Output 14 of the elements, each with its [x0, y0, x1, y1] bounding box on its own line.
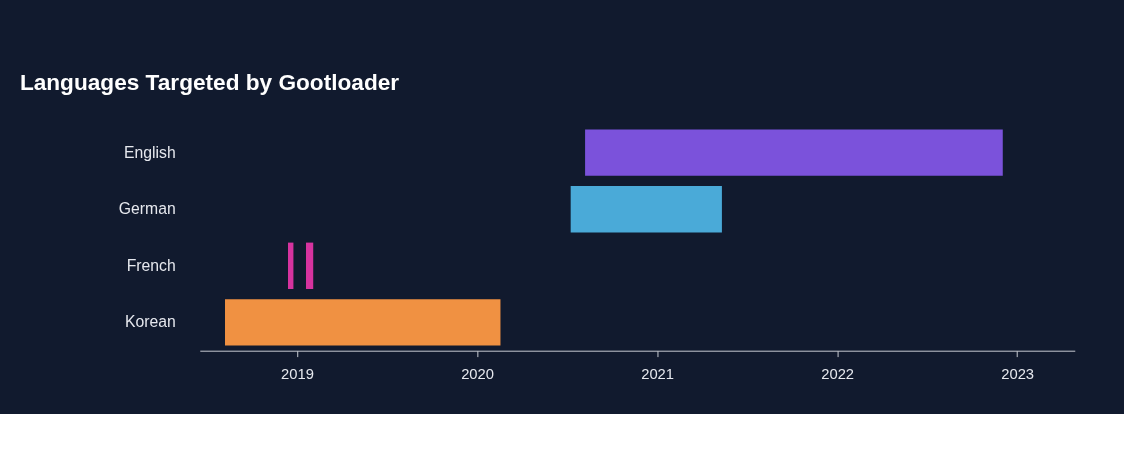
bar [306, 242, 314, 290]
bar [585, 129, 1003, 176]
bar [570, 186, 722, 233]
y-tick-label: English [124, 143, 176, 161]
x-tick-label: 2022 [821, 365, 855, 382]
x-tick-label: 2023 [1001, 365, 1035, 382]
x-tick-label: 2019 [281, 365, 314, 382]
y-tick-label: German [118, 200, 176, 218]
chart-title: Languages Targeted by Gootloader [19, 69, 400, 95]
x-tick-label: 2021 [641, 365, 674, 382]
y-tick-label: Korean [124, 313, 176, 331]
y-tick-label: French [126, 256, 176, 274]
bar [225, 299, 501, 346]
x-tick-label: 2020 [461, 365, 494, 382]
